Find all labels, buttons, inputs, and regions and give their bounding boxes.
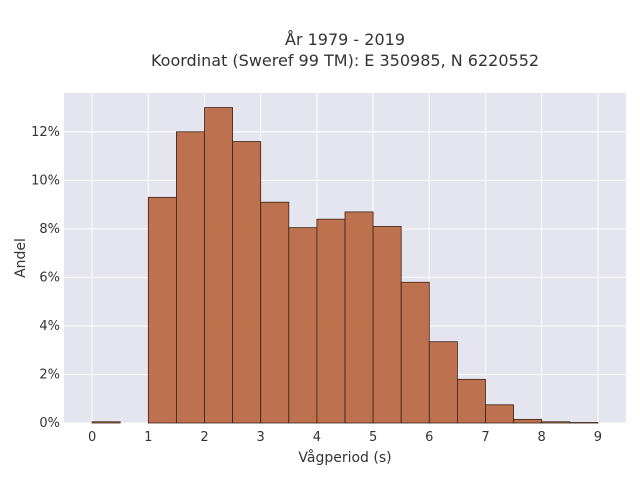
x-tick-label: 2 [200, 430, 208, 445]
chart-title-line1: År 1979 - 2019 [285, 30, 405, 49]
y-tick-label: 6% [39, 270, 60, 285]
y-tick-label: 4% [39, 319, 60, 334]
x-tick-label: 8 [538, 430, 546, 445]
histogram-bar [288, 227, 318, 424]
histogram-bar [400, 281, 430, 424]
histogram-bar [513, 418, 543, 424]
x-tick-label: 6 [425, 430, 433, 445]
histogram-bar [316, 218, 346, 424]
bars [91, 107, 599, 424]
histogram-bar [260, 201, 290, 424]
x-axis-ticks: 0 1 2 3 4 5 6 7 8 9 [88, 430, 602, 445]
x-tick-label: 3 [257, 430, 265, 445]
histogram-bar [485, 404, 515, 424]
y-tick-label: 10% [31, 173, 60, 188]
x-axis-label: Vågperiod (s) [298, 449, 391, 466]
x-tick-label: 9 [594, 430, 602, 445]
histogram-bar [428, 341, 458, 424]
x-tick-label: 4 [313, 430, 321, 445]
x-tick-label: 7 [481, 430, 489, 445]
y-axis-ticks: 0% 2% 4% 6% 8% 10% 12% [31, 125, 60, 431]
histogram-bar [204, 107, 234, 424]
y-tick-label: 8% [39, 222, 60, 237]
histogram-bar [541, 421, 571, 424]
y-tick-label: 12% [31, 125, 60, 140]
x-tick-label: 1 [144, 430, 152, 445]
histogram-bar [372, 226, 402, 424]
histogram-bar [232, 141, 262, 424]
histogram-bar [147, 196, 177, 424]
histogram-bar [175, 131, 205, 424]
y-tick-label: 2% [39, 367, 60, 382]
histogram-bar [344, 211, 374, 424]
histogram-bar [456, 378, 486, 424]
chart-title-line2: Koordinat (Sweref 99 TM): E 350985, N 62… [151, 51, 539, 70]
x-tick-label: 0 [88, 430, 96, 445]
y-axis-label: Andel [13, 238, 29, 278]
histogram-bar [569, 422, 599, 424]
histogram-bar [91, 421, 121, 424]
x-tick-label: 5 [369, 430, 377, 445]
y-tick-label: 0% [39, 416, 60, 431]
